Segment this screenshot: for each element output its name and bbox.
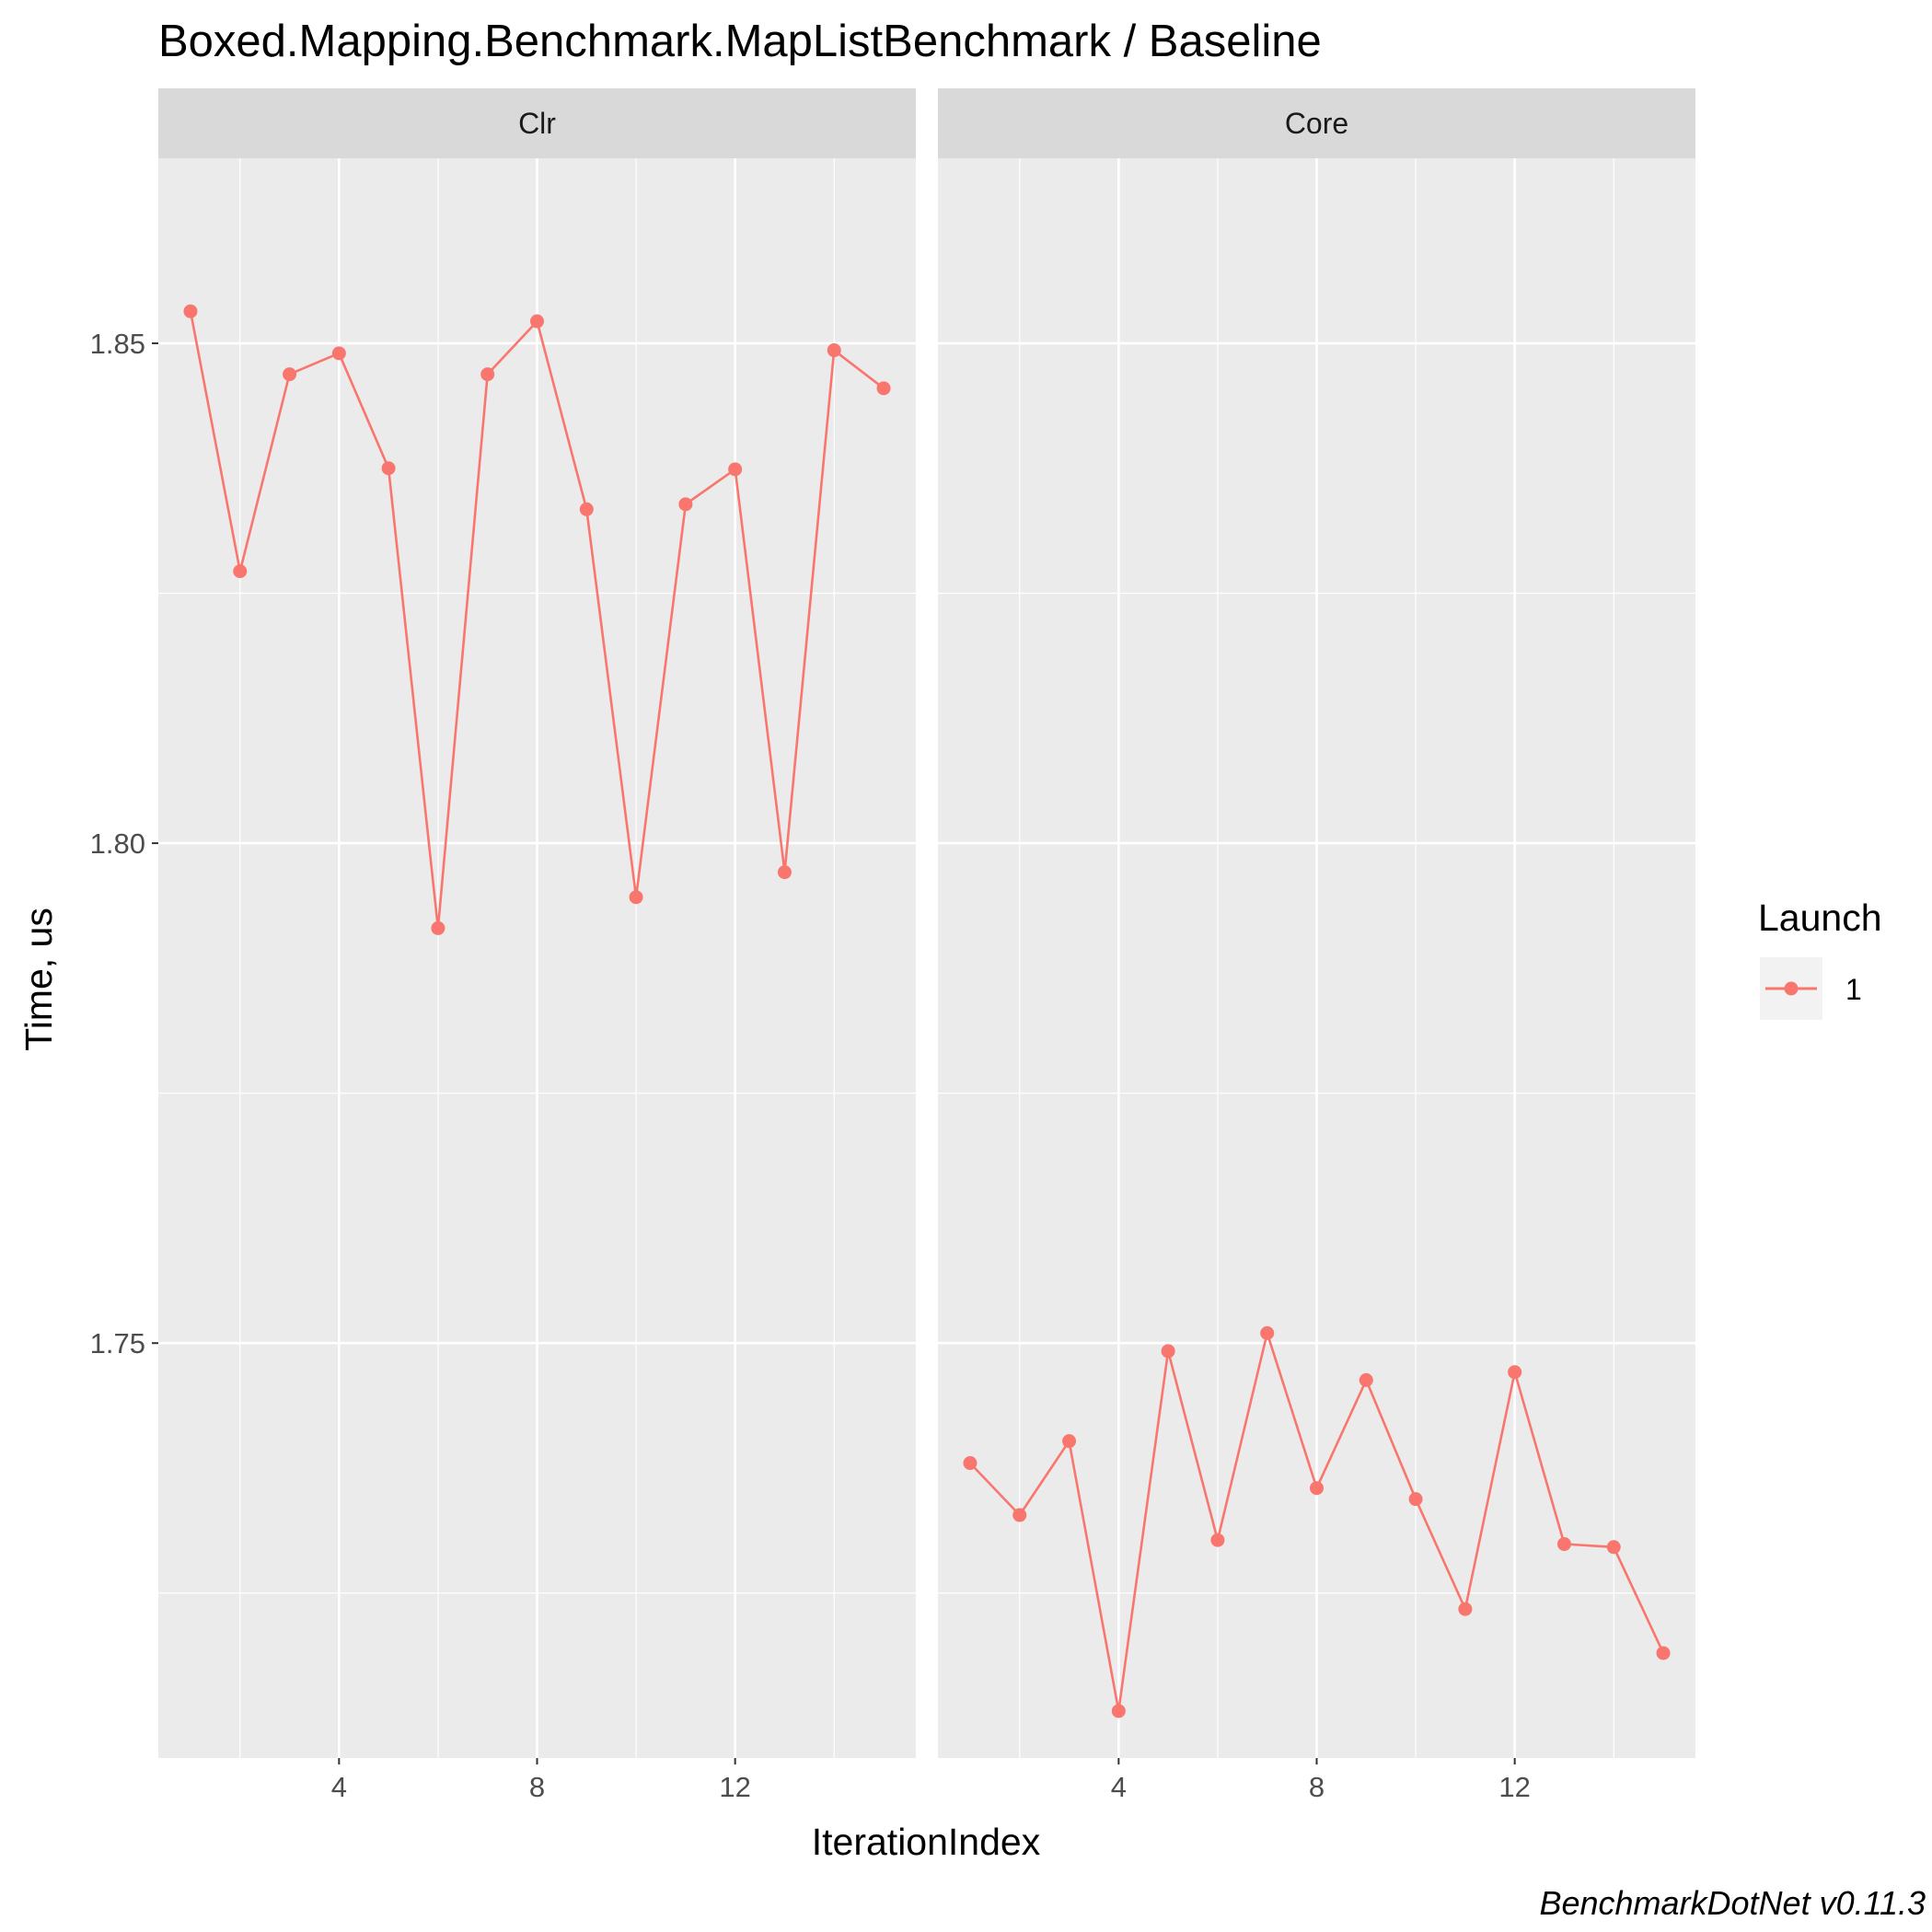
facet-panel-clr: Clr 4 8 12 1.75 1.80 1.85 — [90, 88, 916, 1803]
x-tick-label: 4 — [1111, 1771, 1127, 1803]
data-point — [876, 381, 891, 396]
data-point — [283, 367, 297, 382]
data-point — [1161, 1344, 1175, 1359]
x-tick-label: 8 — [1309, 1771, 1325, 1803]
x-tick-label: 4 — [331, 1771, 347, 1803]
data-point — [1556, 1537, 1571, 1552]
legend: Launch 1 — [1758, 897, 1882, 1020]
facet-panel-core: Core 4 8 12 — [938, 88, 1695, 1803]
data-point — [480, 367, 495, 382]
data-point — [1359, 1372, 1373, 1387]
data-point — [1508, 1365, 1522, 1380]
data-point — [777, 865, 792, 880]
y-tick-label: 1.85 — [90, 328, 145, 360]
facet-strip — [938, 88, 1695, 158]
plot-area: Clr 4 8 12 1.75 1.80 1.85 Core 4 8 12 — [90, 88, 1695, 1803]
legend-title: Launch — [1758, 897, 1882, 939]
data-point — [1310, 1481, 1324, 1496]
data-point — [233, 564, 248, 579]
y-tick-label: 1.80 — [90, 827, 145, 860]
data-point — [1260, 1325, 1275, 1340]
facet-strip-label: Clr — [518, 107, 556, 140]
data-point — [431, 920, 445, 935]
data-point — [1012, 1508, 1027, 1522]
data-point — [1606, 1540, 1621, 1555]
data-point — [827, 343, 841, 358]
data-point — [579, 502, 594, 516]
data-point — [530, 314, 544, 329]
x-tick-label: 8 — [529, 1771, 545, 1803]
data-point — [1458, 1602, 1473, 1616]
data-point — [963, 1456, 978, 1471]
data-point — [331, 346, 346, 361]
x-tick-label: 12 — [1498, 1771, 1530, 1803]
chart-title: Boxed.Mapping.Benchmark.MapListBenchmark… — [158, 17, 1322, 66]
legend-entry-label: 1 — [1845, 973, 1862, 1006]
data-point — [381, 461, 396, 476]
x-tick-label: 12 — [719, 1771, 750, 1803]
data-point — [1408, 1492, 1423, 1507]
facet-strip-label: Core — [1285, 107, 1348, 140]
y-tick-label: 1.75 — [90, 1327, 145, 1359]
x-axis-title: IterationIndex — [812, 1821, 1041, 1863]
data-point — [1062, 1434, 1077, 1449]
caption: BenchmarkDotNet v0.11.3 — [1539, 1884, 1926, 1922]
data-point — [1111, 1704, 1126, 1718]
data-point — [183, 304, 198, 318]
data-point — [728, 462, 743, 477]
data-point — [629, 890, 643, 905]
y-axis-title: Time, us — [17, 908, 60, 1051]
data-point — [1210, 1533, 1225, 1547]
facet-strip — [158, 88, 916, 158]
legend-key-point — [1784, 981, 1799, 996]
data-point — [678, 497, 693, 512]
data-point — [1656, 1646, 1671, 1660]
